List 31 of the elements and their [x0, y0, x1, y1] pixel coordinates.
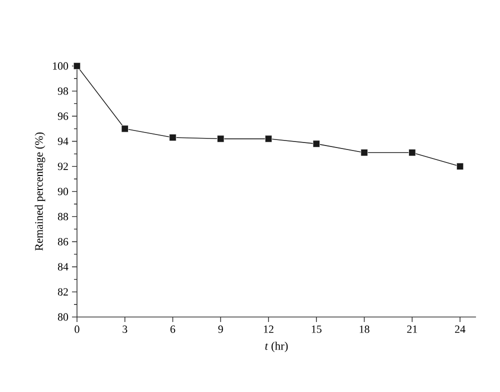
y-tick-label: 88 — [58, 212, 68, 220]
y-tick-label: 80 — [58, 313, 68, 321]
x-axis-title: t (hr) — [265, 342, 288, 352]
y-tick-label: 82 — [58, 288, 68, 296]
point — [456, 162, 464, 170]
y-tick-label: 98 — [58, 87, 68, 95]
y-axis-title: Remained percentage (%) — [34, 132, 46, 251]
x-tick-label: 15 — [312, 326, 322, 333]
x-tick-label: 6 — [170, 326, 176, 333]
y-tick-label: 100 — [53, 62, 68, 70]
point — [360, 149, 368, 156]
point — [121, 125, 128, 132]
point — [169, 134, 176, 142]
point — [73, 62, 81, 70]
x-tick-label: 24 — [455, 326, 466, 333]
x-tick-label: 3 — [122, 326, 128, 333]
point — [312, 140, 320, 148]
point — [264, 135, 272, 142]
y-tick-label: 92 — [58, 162, 68, 170]
point — [217, 135, 224, 142]
x-tick-label: 12 — [264, 326, 274, 333]
x-tick-label: 0 — [74, 326, 80, 333]
x-tick-label: 21 — [407, 326, 417, 333]
y-tick-label: 86 — [58, 238, 68, 246]
y-tick-label: 94 — [58, 138, 68, 145]
y-tick-label: 90 — [58, 188, 68, 196]
y-tick-label: 84 — [58, 263, 68, 270]
y-tick-label: 96 — [58, 112, 68, 120]
point — [408, 149, 416, 156]
x-tick-label: 9 — [218, 326, 223, 333]
x-tick-label: 18 — [360, 326, 370, 333]
